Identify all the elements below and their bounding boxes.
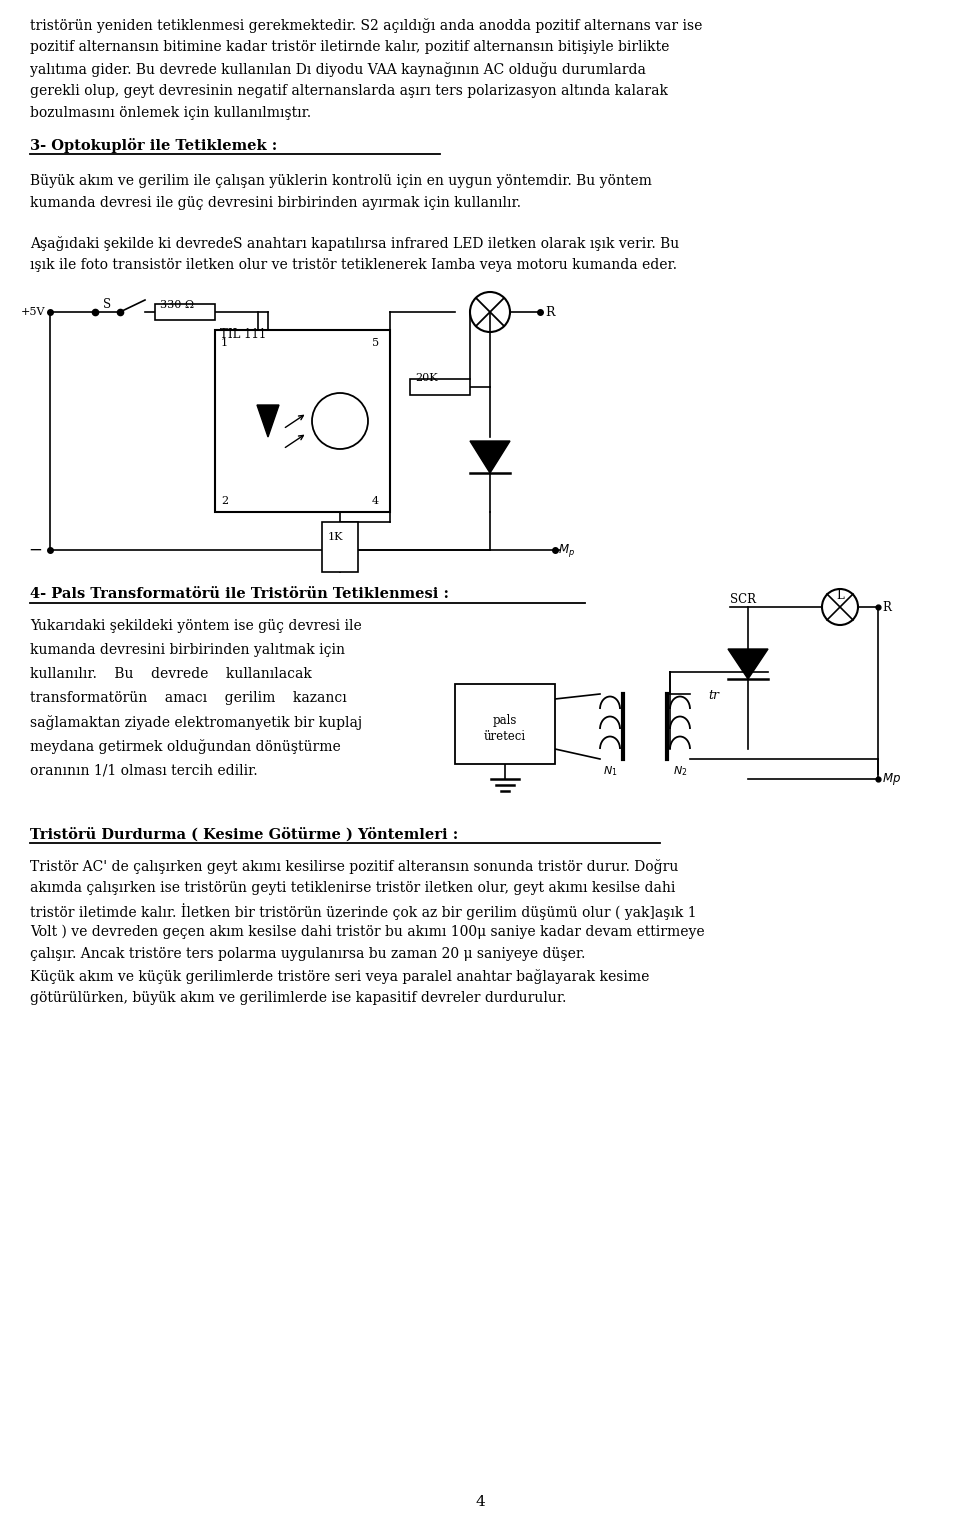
Polygon shape [470,441,510,473]
Bar [455,683,555,764]
Text: +5V: +5V [20,308,45,317]
Text: R: R [882,600,891,614]
Bar [155,305,215,320]
Text: tristörün yeniden tetiklenmesi gerekmektedir. S2 açıldığı anda anodda pozitif al: tristörün yeniden tetiklenmesi gerekmekt… [30,18,703,33]
Text: SCR: SCR [730,592,756,606]
Text: S: S [103,298,111,311]
Text: 4: 4 [475,1495,485,1509]
Text: Küçük akım ve küçük gerilimlerde tristöre seri veya paralel anahtar bağlayarak k: Küçük akım ve küçük gerilimlerde tristör… [30,970,649,985]
Text: Aşağıdaki şekilde ki devredeS anahtarı kapatılırsa infrared LED iletken olarak ı: Aşağıdaki şekilde ki devredeS anahtarı k… [30,236,680,251]
Text: Tristör AC' de çalışırken geyt akımı kesilirse pozitif alteransın sonunda tristö: Tristör AC' de çalışırken geyt akımı kes… [30,859,679,874]
Text: çalışır. Ancak tristöre ters polarma uygulanırsa bu zaman 20 μ saniyeye düşer.: çalışır. Ancak tristöre ters polarma uyg… [30,947,586,961]
Text: $Mp$: $Mp$ [882,771,901,786]
Text: L: L [836,589,844,601]
Text: kumanda devresini birbirinden yalıtmak için: kumanda devresini birbirinden yalıtmak i… [30,642,345,658]
Text: bozulmasını önlemek için kullanılmıştır.: bozulmasını önlemek için kullanılmıştır. [30,106,311,120]
Text: üreteci: üreteci [484,730,526,742]
Text: kumanda devresi ile güç devresini birbirinden ayırmak için kullanılır.: kumanda devresi ile güç devresini birbir… [30,195,521,211]
Text: gerekli olup, geyt devresinin negatif alternanslarda aşırı ters polarizasyon alt: gerekli olup, geyt devresinin negatif al… [30,83,668,98]
Text: meydana getirmek olduğundan dönüştürme: meydana getirmek olduğundan dönüştürme [30,739,341,754]
Text: $N_1$: $N_1$ [603,764,617,777]
Text: yalıtıma gider. Bu devrede kullanılan Dı diyodu VAA kaynağının AC olduğu durumla: yalıtıma gider. Bu devrede kullanılan Dı… [30,62,646,77]
Text: TIL 111: TIL 111 [220,329,266,341]
Text: 1: 1 [221,338,228,348]
Text: $M_p$: $M_p$ [558,541,575,559]
Text: tristör iletimde kalır. İletken bir tristörün üzerinde çok az bir gerilim düşümü: tristör iletimde kalır. İletken bir tris… [30,903,697,920]
Polygon shape [257,405,279,436]
Text: 4- Pals Transformatörü ile Tristörün Tetiklenmesi :: 4- Pals Transformatörü ile Tristörün Tet… [30,586,449,601]
Bar [322,523,358,573]
Bar [215,330,390,512]
Text: transformatörün    amacı    gerilim    kazancı: transformatörün amacı gerilim kazancı [30,691,347,704]
Text: Yukarıdaki şekildeki yöntem ise güç devresi ile: Yukarıdaki şekildeki yöntem ise güç devr… [30,620,362,633]
Text: 330 Ω: 330 Ω [160,300,194,311]
Text: 1K: 1K [328,532,344,542]
Text: Büyük akım ve gerilim ile çalışan yüklerin kontrolü için en uygun yöntemdir. Bu : Büyük akım ve gerilim ile çalışan yükler… [30,174,652,188]
Text: 4: 4 [372,495,379,506]
Polygon shape [728,648,768,679]
Text: tr: tr [708,689,719,701]
Text: pozitif alternansın bitimine kadar tristör iletirnde kalır, pozitif alternansın : pozitif alternansın bitimine kadar trist… [30,39,669,55]
Text: sağlamaktan ziyade elektromanyetik bir kuplaj: sağlamaktan ziyade elektromanyetik bir k… [30,715,362,730]
Text: $N_2$: $N_2$ [673,764,687,777]
Text: akımda çalışırken ise tristörün geyti tetiklenirse tristör iletken olur, geyt ak: akımda çalışırken ise tristörün geyti te… [30,882,676,895]
Text: 2: 2 [221,495,228,506]
Text: −: − [28,541,42,559]
Text: Tristörü Durdurma ( Kesime Götürme ) Yöntemleri :: Tristörü Durdurma ( Kesime Götürme ) Yön… [30,827,458,841]
Text: 5: 5 [372,338,379,348]
Text: R: R [545,306,555,318]
Text: kullanılır.    Bu    devrede    kullanılacak: kullanılır. Bu devrede kullanılacak [30,667,312,682]
Text: 3- Optokuplör ile Tetiklemek :: 3- Optokuplör ile Tetiklemek : [30,138,277,153]
Text: götürülürken, büyük akım ve gerilimlerde ise kapasitif devreler durdurulur.: götürülürken, büyük akım ve gerilimlerde… [30,991,566,1004]
Bar [410,379,470,395]
Text: pals: pals [492,714,517,727]
Text: 20K: 20K [415,373,438,383]
Text: oranının 1/1 olması tercih edilir.: oranının 1/1 olması tercih edilir. [30,764,257,777]
Text: Volt ) ve devreden geçen akım kesilse dahi tristör bu akımı 100μ saniye kadar de: Volt ) ve devreden geçen akım kesilse da… [30,926,705,939]
Text: ışık ile foto transistör iletken olur ve tristör tetiklenerek Iamba veya motoru : ışık ile foto transistör iletken olur ve… [30,258,677,273]
